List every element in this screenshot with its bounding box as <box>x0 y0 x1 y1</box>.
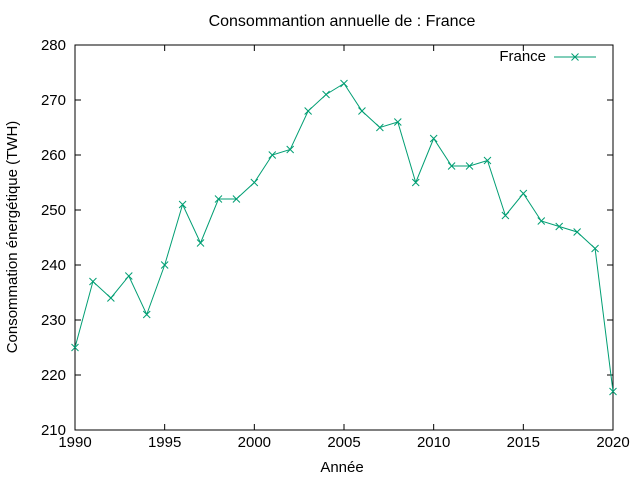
data-point-marker <box>214 195 223 203</box>
x-tick-label: 2000 <box>238 434 271 451</box>
plot-frame <box>74 44 614 431</box>
data-point-marker <box>250 178 259 187</box>
x-tick-label: 1995 <box>148 434 181 451</box>
data-point-marker <box>268 151 277 159</box>
data-point-marker <box>573 228 581 236</box>
data-point-marker <box>591 244 599 253</box>
x-axis-ticks: 1990 1995 2000 2005 2010 2015 2020 <box>58 45 630 451</box>
data-point-marker <box>609 387 617 396</box>
y-tick-label: 230 <box>41 312 66 329</box>
y-tick-label: 270 <box>41 92 66 109</box>
data-point-marker <box>142 310 151 319</box>
data-point-marker <box>124 272 133 280</box>
x-tick-label: 2010 <box>417 434 450 451</box>
data-point-marker <box>304 107 312 115</box>
legend-marker <box>571 53 579 61</box>
data-point-marker <box>89 277 97 286</box>
chart-title: Consommantion annuelle de : France <box>209 13 476 30</box>
x-tick-label: 2005 <box>327 434 360 451</box>
data-point-marker <box>286 145 295 154</box>
series-markers <box>71 79 617 396</box>
x-tick-label: 2015 <box>507 434 540 451</box>
data-point-marker <box>483 156 492 165</box>
data-point-marker <box>358 107 366 115</box>
data-point-marker <box>107 294 115 302</box>
y-tick-label: 280 <box>41 37 66 54</box>
y-tick-label: 210 <box>41 422 66 439</box>
legend: France <box>499 48 596 65</box>
data-point-marker <box>232 195 241 203</box>
data-point-marker <box>555 222 564 231</box>
data-point-marker <box>178 200 187 209</box>
data-point-marker <box>322 90 330 99</box>
data-point-marker <box>196 239 205 247</box>
data-point-marker <box>340 79 348 88</box>
data-point-marker <box>465 162 474 170</box>
y-axis-ticks: 210 220 230 240 250 260 270 280 <box>41 37 613 439</box>
data-point-marker <box>376 123 384 132</box>
x-axis-label: Année <box>320 459 363 476</box>
y-tick-label: 250 <box>41 202 66 219</box>
data-point-marker <box>537 217 546 225</box>
data-point-marker <box>71 343 79 352</box>
x-tick-label: 1990 <box>58 434 91 451</box>
data-point-marker <box>429 134 438 143</box>
y-axis-label: Consommation énergétique (TWH) <box>4 121 21 354</box>
data-point-marker <box>447 162 456 170</box>
x-tick-label: 2020 <box>596 434 629 451</box>
data-point-marker <box>501 211 510 220</box>
data-point-marker <box>411 178 420 187</box>
legend-x-marker <box>571 53 579 61</box>
y-tick-label: 260 <box>41 147 66 164</box>
data-point-marker <box>160 261 169 269</box>
y-tick-label: 240 <box>41 257 66 274</box>
data-point-marker <box>393 118 402 126</box>
data-point-marker <box>519 189 528 198</box>
series-line-france <box>74 82 614 392</box>
legend-label: France <box>499 48 546 65</box>
y-tick-label: 220 <box>41 367 66 384</box>
